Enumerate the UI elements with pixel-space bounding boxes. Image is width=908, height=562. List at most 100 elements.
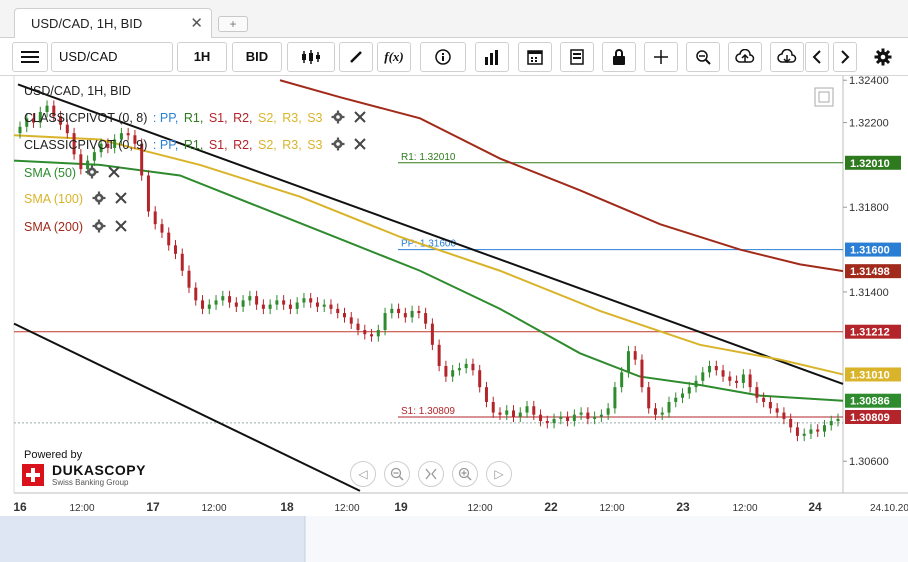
candle-body (302, 298, 306, 303)
trend-line-lower (13, 322, 361, 492)
scroll-right-button[interactable]: ▷ (486, 461, 512, 487)
candle-body (309, 298, 313, 303)
pencil-icon[interactable] (339, 42, 373, 72)
candle-body (498, 412, 502, 415)
legend-pivot-1-r1: R1, (183, 111, 204, 125)
candle-body (728, 376, 732, 381)
gear-icon[interactable] (92, 219, 106, 233)
close-icon[interactable] (354, 138, 367, 150)
x-tick-label: 22 (544, 500, 558, 514)
zoom-out-button[interactable] (384, 461, 410, 487)
candle-body (146, 175, 150, 212)
price-chart[interactable]: 1.32400 1.32200 1.31800 1.31400 1.30600 16 12:… (0, 76, 908, 562)
legend-sma-200: SMA (200) (24, 219, 127, 234)
candle-body (451, 370, 455, 377)
candle-body (809, 429, 813, 434)
candle-body (721, 370, 725, 377)
gear-icon[interactable] (92, 191, 106, 205)
close-icon[interactable] (108, 166, 120, 178)
fit-chart-button[interactable] (418, 461, 444, 487)
candle-body (620, 372, 624, 388)
price-label-text: 1.31498 (850, 266, 890, 278)
legend-pivot-1-name: CLASSICPIVOT (0, 8) (24, 111, 148, 125)
candle-body (545, 421, 549, 424)
candle-body (376, 330, 380, 337)
gear-icon[interactable] (331, 110, 345, 124)
candle-body (295, 302, 299, 309)
close-icon[interactable]: ✕ (190, 15, 203, 32)
candle-body (471, 363, 475, 371)
candle-body (410, 310, 414, 318)
chart-tab[interactable]: USD/CAD, 1H, BID ✕ (14, 8, 212, 38)
candle-body (613, 387, 617, 409)
crosshair-icon[interactable] (644, 42, 678, 72)
candle-body (518, 412, 522, 417)
zoom-icon[interactable] (686, 42, 720, 72)
y-tick-label: 1.32400 (849, 76, 889, 87)
expand-icon (814, 87, 834, 107)
close-icon[interactable] (115, 192, 127, 204)
price-label-box (845, 367, 901, 382)
side-selector[interactable]: BID (232, 42, 282, 72)
candle-body (153, 211, 157, 225)
chevron-left-icon[interactable] (805, 42, 829, 72)
gear-icon[interactable] (331, 137, 345, 151)
candle-body (701, 372, 705, 381)
x-tick-label: 16 (13, 500, 27, 514)
legend-pivot-2-s3: S3 (307, 138, 323, 152)
legend-pivot-2-r1: R1, (183, 138, 204, 152)
hamburger-menu-icon[interactable] (12, 42, 48, 72)
chart-area[interactable]: 1.32400 1.32200 1.31800 1.31400 1.30600 16 12:… (0, 76, 908, 562)
bar-chart-icon[interactable] (475, 42, 509, 72)
lock-icon[interactable] (602, 42, 636, 72)
candle-body (207, 304, 211, 309)
candle-body (572, 414, 576, 422)
candle-body (681, 393, 685, 398)
toolbar: USD/CAD 1H BID f(x) (0, 38, 908, 76)
legend-pivot-2-s2: S2, (258, 138, 277, 152)
candle-body (25, 118, 29, 127)
candle-body (822, 425, 826, 432)
candle-body (593, 416, 597, 419)
chart-type-icon[interactable] (287, 42, 335, 72)
legend-pivot-2-r2: R2, (233, 138, 253, 152)
zoom-in-button[interactable] (452, 461, 478, 487)
gear-icon[interactable] (85, 165, 99, 179)
info-icon[interactable] (420, 42, 466, 72)
candle-body (180, 253, 184, 271)
instrument-field[interactable]: USD/CAD (51, 42, 173, 72)
cloud-upload-icon[interactable] (728, 42, 762, 72)
scroll-left-button[interactable]: ◁ (350, 461, 376, 487)
candle-body (160, 224, 164, 233)
x-tick-label: 24.10.2019 (870, 503, 908, 514)
gear-icon[interactable] (866, 42, 900, 72)
candle-body (221, 296, 225, 301)
calendar-icon[interactable] (518, 42, 552, 72)
candle-body (444, 365, 448, 377)
candle-body (816, 429, 820, 432)
candle-body (795, 427, 799, 436)
chevron-right-icon[interactable] (833, 42, 857, 72)
sma-200-line (279, 79, 844, 273)
candle-body (106, 143, 110, 148)
candle-body (437, 344, 441, 366)
price-label-box (845, 393, 901, 408)
candle-body (92, 152, 96, 161)
period-selector[interactable]: 1H (177, 42, 227, 72)
x-tick-label: 19 (394, 500, 408, 514)
candle-body (342, 313, 346, 318)
candle-body (829, 421, 833, 426)
candle-body (694, 380, 698, 388)
add-tab-button[interactable]: + (218, 16, 248, 32)
candle-body (660, 412, 664, 415)
x-tick-label: 24 (808, 500, 822, 514)
candle-body (653, 408, 657, 415)
pivot-label: S1: 1.30809 (401, 406, 455, 417)
candle-body (586, 412, 590, 419)
close-icon[interactable] (354, 111, 367, 123)
legend-title-text: USD/CAD, 1H, BID (24, 84, 131, 98)
cloud-download-icon[interactable] (770, 42, 804, 72)
document-icon[interactable] (560, 42, 594, 72)
function-icon[interactable]: f(x) (377, 42, 411, 72)
close-icon[interactable] (115, 220, 127, 232)
